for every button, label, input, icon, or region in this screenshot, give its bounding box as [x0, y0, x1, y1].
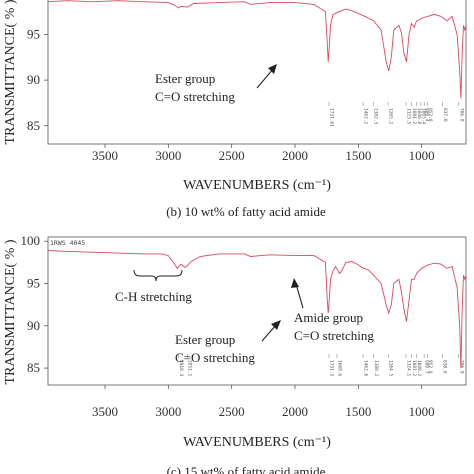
- x-tick-label: 2500: [219, 148, 245, 163]
- peak-label: 1005.4: [420, 108, 426, 125]
- arrow-ester-top-head: [268, 64, 277, 74]
- peak-label: 1040.8: [416, 108, 422, 125]
- xlabel-top: WAVENUMBERS (cm⁻¹): [183, 178, 331, 193]
- chart-bottom: TRANSMITTANCE( % ) 1RWS 4045 3500 3000 250…: [3, 233, 467, 450]
- y-tick-label: 95: [27, 27, 40, 42]
- peak-label: 1123.5: [406, 108, 412, 125]
- peak-label: 1668.6: [336, 360, 342, 377]
- spectrum-header: 1RWS 4045: [50, 239, 85, 247]
- y-tick-label: 85: [27, 118, 40, 133]
- peak-label: 2918.3: [178, 360, 184, 377]
- annot-ester-bottom-line1: Ester group: [175, 332, 235, 347]
- x-tick-label: 1500: [345, 148, 371, 163]
- tick-group-top: 3500 3000 2500 2000 1500 1000 85 90 95: [27, 27, 435, 164]
- caption-middle: (b) 10 wt% of fatty acid amide: [166, 204, 326, 219]
- peak-labels-top: 1731.61 1462.2 1382.3 1265.2 1123.5 1081.2 104…: [328, 102, 464, 127]
- tick-group-bottom: 3500 3000 2500 2000 1500 1000 85 90 95 100: [21, 233, 435, 419]
- y-tick-label: 100: [21, 233, 41, 248]
- peak-label: 1124.1: [405, 360, 411, 377]
- peak-label: 1264.5: [388, 360, 394, 377]
- plot-frame-top: [47, 0, 467, 145]
- spectrum-line-bottom: [47, 250, 467, 369]
- peak-label: 1462.2: [363, 108, 369, 125]
- x-tick-label: 3500: [92, 148, 118, 163]
- annot-ester-top-line1: Ester group: [155, 71, 215, 86]
- annot-ester-bottom-line2: C=O stretching: [175, 350, 255, 365]
- arrow-ester-bottom-head: [271, 320, 281, 330]
- arrow-ester-top: [256, 67, 275, 89]
- peak-label: 1040.2: [416, 360, 422, 377]
- peak-label: 1731.61: [328, 108, 334, 127]
- y-tick-label: 90: [27, 318, 40, 333]
- annot-amide-line1: Amide group: [294, 310, 363, 325]
- peak-label: 1462.6: [363, 360, 369, 377]
- x-tick-label: 3000: [155, 404, 181, 419]
- peak-label: 1081.2: [411, 360, 417, 377]
- peak-label: 2851.1: [187, 360, 193, 377]
- annot-amide-line2: C=O stretching: [294, 328, 374, 343]
- plot-frame-bottom: [47, 236, 467, 386]
- xlabel-bottom: WAVENUMBERS (cm⁻¹): [183, 435, 331, 450]
- peak-label: 980.7: [424, 360, 430, 374]
- peak-label: 1081.2: [411, 108, 417, 125]
- x-tick-label: 1500: [345, 404, 371, 419]
- x-tick-label: 2500: [219, 404, 245, 419]
- y-tick-label: 85: [27, 360, 40, 375]
- chart-top: TRANSMITTANCE( % ) 3500 3000 2500 2000 1500 1…: [3, 0, 467, 193]
- x-tick-label: 3500: [92, 404, 118, 419]
- arrow-amide: [295, 283, 304, 309]
- peak-label: 837.0: [442, 108, 448, 122]
- peak-label: 952.8: [427, 108, 433, 122]
- caption-bottom: (c) 15 wt% of fatty acid amide: [167, 464, 326, 474]
- peak-label: 838.0: [442, 360, 448, 374]
- peak-label: 980.4: [424, 108, 430, 122]
- peak-label: 1731.5: [329, 360, 335, 377]
- annot-ch: C-H stretching: [115, 289, 192, 304]
- y-tick-label: 95: [27, 276, 40, 291]
- ch-brace: [133, 269, 183, 282]
- x-tick-label: 3000: [155, 148, 181, 163]
- peak-label: 1382.3: [373, 108, 379, 125]
- peak-label: 952.8: [427, 360, 433, 374]
- y-axis-title-bottom: TRANSMITTANCE( % ): [3, 239, 18, 384]
- x-tick-label: 1000: [409, 404, 435, 419]
- annot-ester-top-line2: C=O stretching: [155, 89, 235, 104]
- arrow-amide-head: [291, 278, 299, 288]
- peak-label: 706.8: [458, 108, 464, 122]
- x-tick-label: 2000: [282, 148, 308, 163]
- peak-label: 1380.2: [373, 360, 379, 377]
- x-tick-label: 2000: [282, 404, 308, 419]
- x-tick-label: 1000: [409, 148, 435, 163]
- y-tick-label: 90: [27, 72, 40, 87]
- spectrum-line-top: [47, 0, 467, 99]
- y-axis-title-top: TRANSMITTANCE( % ): [3, 0, 18, 145]
- peak-label: 1265.2: [388, 108, 394, 125]
